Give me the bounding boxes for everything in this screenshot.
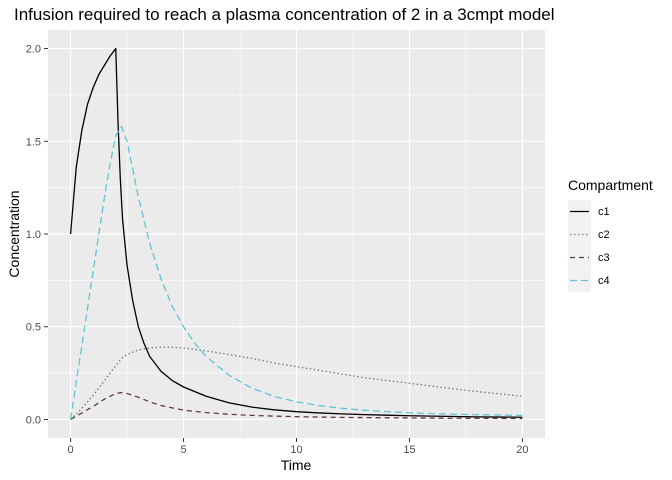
x-tick-label: 15 bbox=[403, 444, 415, 456]
x-tick-label: 5 bbox=[180, 444, 186, 456]
legend-label-c1: c1 bbox=[598, 206, 610, 218]
y-tick-label: 0.5 bbox=[26, 322, 41, 334]
legend-key-c4 bbox=[568, 269, 591, 292]
legend-label-c4: c4 bbox=[598, 275, 610, 287]
y-tick-label: 1.0 bbox=[26, 229, 41, 241]
major-gridlines bbox=[48, 30, 545, 438]
x-axis-title: Time bbox=[281, 457, 312, 473]
y-axis-title: Concentration bbox=[6, 190, 22, 277]
series-line-c4 bbox=[69, 125, 523, 420]
legend-label-c2: c2 bbox=[598, 229, 610, 241]
legend-label-c3: c3 bbox=[598, 252, 610, 264]
y-tick-label: 2.0 bbox=[26, 44, 41, 56]
y-tick-label: 1.5 bbox=[26, 136, 41, 148]
legend-items: c1 c2 c3 c4 bbox=[568, 200, 610, 292]
x-axis-ticks: 0 5 10 15 20 bbox=[68, 438, 529, 456]
series-line-c2 bbox=[70, 346, 523, 420]
y-axis-ticks: 0.0 0.5 1.0 1.5 2.0 bbox=[26, 44, 48, 426]
chart-title: Infusion required to reach a plasma conc… bbox=[14, 5, 555, 24]
legend-title: Compartment bbox=[568, 177, 653, 193]
legend: Compartment c1 c2 c3 c4 bbox=[568, 177, 653, 292]
x-tick-label: 10 bbox=[290, 444, 302, 456]
x-tick-label: 0 bbox=[68, 444, 74, 456]
x-tick-label: 20 bbox=[516, 444, 528, 456]
series-lines bbox=[69, 47, 523, 421]
series-line-c1 bbox=[69, 47, 523, 418]
y-tick-label: 0.0 bbox=[26, 414, 41, 426]
